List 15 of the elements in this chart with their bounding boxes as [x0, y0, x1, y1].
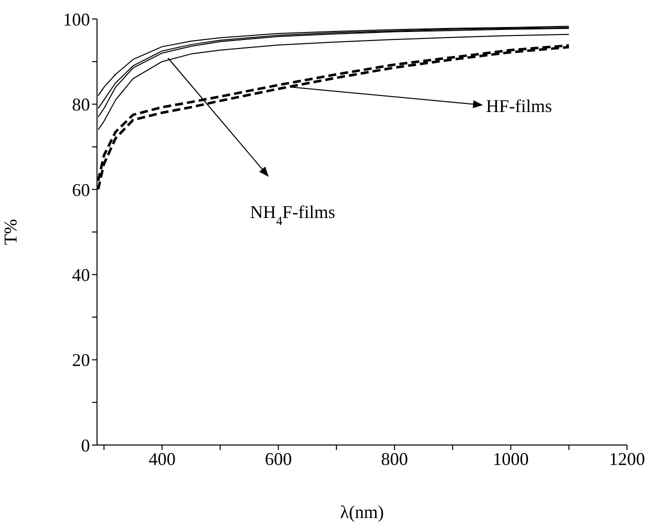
annotation: HF-films — [486, 96, 552, 116]
y-tick-label: 100 — [63, 9, 90, 30]
y-axis-title: T% — [0, 219, 20, 245]
x-tick-label: 1000 — [492, 448, 529, 469]
y-tick-label: 80 — [72, 94, 90, 115]
y-tick-label: 40 — [72, 264, 90, 285]
y-tick-label: 20 — [72, 350, 90, 370]
x-axis-title: λ(nm) — [340, 502, 384, 522]
x-tick-label: 600 — [264, 448, 292, 469]
y-tick-label: 60 — [72, 180, 90, 200]
x-tick-label: 1200 — [609, 448, 645, 469]
x-tick-label: 400 — [148, 448, 176, 469]
y-tick-label: 0 — [81, 435, 90, 456]
annotation: NH$_{4}$F-films — [250, 202, 336, 228]
x-tick-label: 800 — [381, 448, 408, 469]
